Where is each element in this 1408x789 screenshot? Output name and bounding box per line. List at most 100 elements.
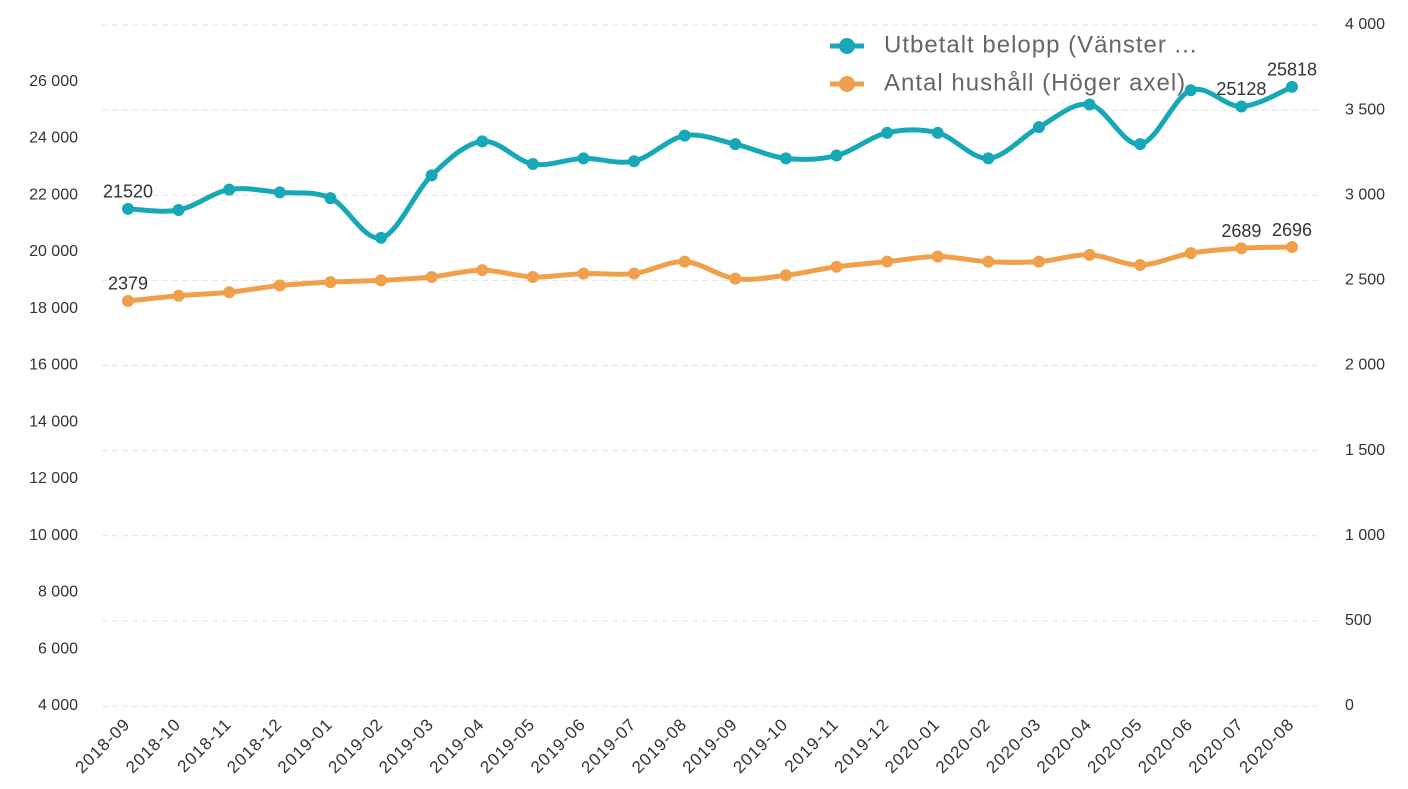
point (729, 138, 742, 151)
point (324, 276, 337, 289)
point (982, 152, 995, 165)
series-line (127, 84, 1294, 241)
x-tick-label: 2019-04 (426, 715, 489, 778)
point (881, 126, 894, 139)
point (122, 294, 134, 307)
point (779, 152, 792, 165)
data-label: 25818 (1267, 60, 1317, 80)
y2-tick-label: 500 (1345, 612, 1372, 629)
y2-tick-label: 3 000 (1345, 186, 1385, 203)
x-tick-label: 2019-08 (628, 715, 691, 778)
y2-tick-label: 1 500 (1345, 442, 1385, 459)
y-tick-label: 18 000 (29, 300, 78, 317)
point (1134, 138, 1147, 151)
y2-tick-label: 3 500 (1345, 101, 1385, 118)
legend-label: Utbetalt belopp (Vänster ... (884, 31, 1198, 58)
point (931, 126, 944, 139)
point (1235, 100, 1248, 113)
point (881, 255, 894, 268)
y2-tick-label: 2 000 (1345, 357, 1385, 374)
point (476, 264, 489, 277)
y2-tick-label: 0 (1345, 697, 1354, 714)
point (1286, 80, 1298, 93)
point (577, 267, 590, 280)
data-label: 2696 (1272, 220, 1312, 240)
x-tick-label: 2020-04 (1033, 715, 1096, 778)
point (172, 289, 185, 302)
point (1032, 255, 1045, 268)
x-tick-label: 2020-06 (1134, 715, 1197, 778)
point (830, 260, 843, 273)
point (476, 135, 489, 148)
point (1286, 241, 1298, 254)
x-tick-label: 2018-09 (71, 715, 134, 778)
point (628, 155, 641, 168)
point (678, 129, 691, 142)
point (982, 255, 995, 268)
x-tick-label: 2019-12 (831, 715, 894, 778)
point (678, 255, 691, 268)
point (1083, 248, 1096, 261)
legend-marker (839, 76, 855, 92)
x-tick-label: 2019-05 (476, 715, 539, 778)
point (526, 158, 539, 171)
point (577, 152, 590, 165)
point (1184, 247, 1197, 260)
point (172, 204, 185, 217)
point (779, 269, 792, 282)
y2-tick-label: 4 000 (1345, 16, 1385, 33)
x-tick-label: 2019-09 (679, 715, 742, 778)
x-tick-label: 2020-08 (1235, 715, 1298, 778)
y-tick-label: 8 000 (38, 584, 78, 601)
point (1134, 259, 1147, 272)
x-tick-label: 2019-10 (729, 715, 792, 778)
point (1032, 121, 1045, 134)
point (273, 279, 286, 292)
point (526, 270, 539, 283)
point (729, 272, 742, 285)
y-tick-label: 26 000 (29, 73, 78, 90)
data-label: 25128 (1216, 79, 1266, 99)
point (122, 202, 134, 215)
series-line (127, 244, 1293, 304)
y-tick-label: 14 000 (29, 413, 78, 430)
data-label: 21520 (103, 182, 153, 202)
data-label: 2379 (108, 274, 148, 294)
point (830, 149, 843, 162)
point (375, 231, 388, 244)
x-tick-label: 2020-03 (982, 715, 1045, 778)
x-tick-label: 2020-02 (932, 715, 995, 778)
x-tick-label: 2020-01 (881, 715, 944, 778)
x-tick-label: 2018-10 (122, 715, 185, 778)
point (1235, 242, 1248, 255)
y2-tick-label: 1 000 (1345, 527, 1385, 544)
point (375, 274, 388, 287)
y-tick-label: 6 000 (38, 640, 78, 657)
point (1083, 98, 1096, 111)
x-tick-label: 2019-03 (375, 715, 438, 778)
x-tick-label: 2019-02 (325, 715, 388, 778)
x-tick-label: 2020-07 (1185, 715, 1248, 778)
point (425, 169, 438, 182)
legend-label: Antal hushåll (Höger axel) (884, 69, 1186, 96)
y-tick-label: 16 000 (29, 357, 78, 374)
x-tick-label: 2019-01 (274, 715, 337, 778)
point (273, 186, 286, 199)
point (223, 286, 236, 299)
x-tick-label: 2018-12 (223, 715, 286, 778)
point (223, 183, 236, 196)
y-tick-label: 20 000 (29, 243, 78, 260)
x-tick-label: 2019-07 (578, 715, 641, 778)
point (931, 250, 944, 263)
point (1184, 84, 1197, 97)
x-tick-label: 2020-05 (1084, 715, 1147, 778)
y-tick-label: 10 000 (29, 527, 78, 544)
legend-marker (839, 38, 855, 54)
y-tick-label: 12 000 (29, 470, 78, 487)
point (324, 192, 337, 205)
point (628, 267, 641, 280)
y-tick-label: 22 000 (29, 186, 78, 203)
data-label: 2689 (1221, 221, 1261, 241)
point (425, 270, 438, 283)
